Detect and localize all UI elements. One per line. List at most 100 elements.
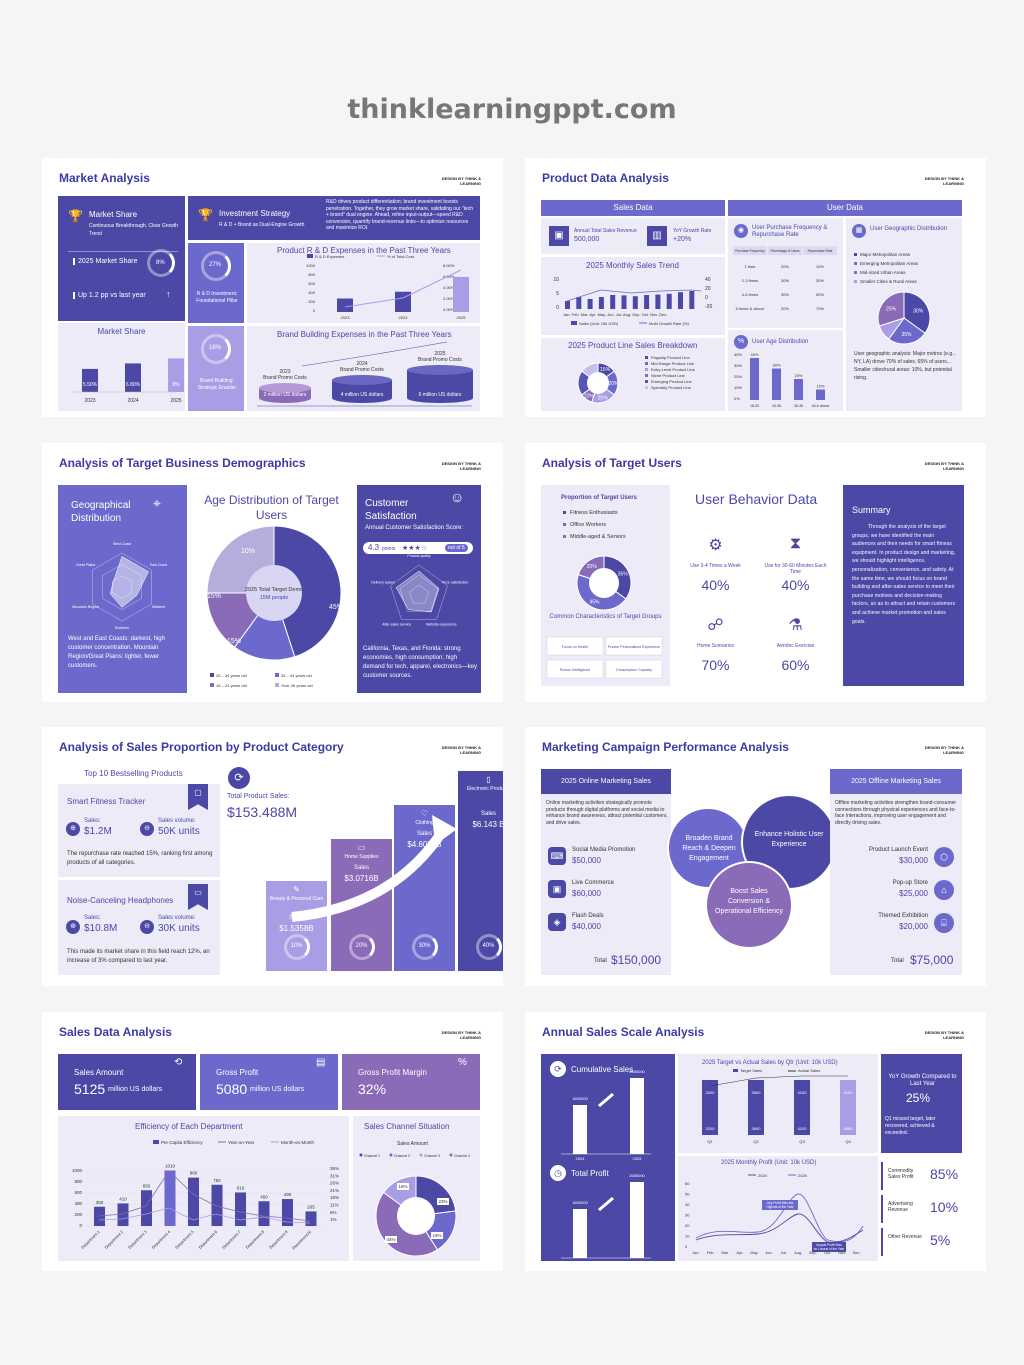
eff-cat: Department 2 <box>104 1229 125 1250</box>
wallet-icon: ▣ <box>549 226 569 246</box>
ms-ring <box>147 249 175 277</box>
rd-bar-chart: R & D Expenses % of Total Cost 1000 800 600 4… <box>306 254 469 320</box>
geo-slice <box>903 291 931 334</box>
y2-tick: -20 <box>705 304 712 310</box>
ms-year: 2023 <box>84 398 95 404</box>
y2-tick: 16% <box>330 1195 339 1200</box>
ms-bar-label: 5.50% <box>83 382 98 388</box>
line-title: 2025 Product Line Sales Breakdown <box>568 341 698 350</box>
online-item: ⌨ Social Media Promotion $50,000 <box>546 844 671 874</box>
age-val: 40% <box>750 352 758 357</box>
coin-icon: ⊖ <box>140 920 154 934</box>
legend-label: Channel 4 <box>454 1154 470 1158</box>
eff-cat: Department 8 <box>245 1229 266 1250</box>
eff-val: 450 <box>260 1194 268 1199</box>
legend-swatch <box>854 271 857 274</box>
design-by: DESIGN BY THINK & LEARNING <box>441 1030 481 1040</box>
slide-product-data[interactable]: Product Data Analysis DESIGN BY THINK & … <box>525 158 986 417</box>
legend-swatch <box>854 253 857 256</box>
eff-bar <box>282 1199 293 1226</box>
slide-sales-category[interactable]: Analysis of Sales Proportion by Product … <box>42 727 503 986</box>
radar-label: Mountain Region <box>72 605 99 609</box>
eff-bar <box>164 1170 176 1226</box>
td: 6 times & above <box>736 306 765 311</box>
age-donut: 45% 15% 15% 10% 2025 Total Target Demo 15M pe… <box>206 525 343 688</box>
ms-pct: 8% <box>156 260 165 266</box>
cum-year: 2024 <box>576 1156 586 1161</box>
behavior-icon: ☍ <box>707 617 724 634</box>
tab-user-data[interactable]: User Data <box>728 200 962 216</box>
behavior-value: 40% <box>701 577 730 593</box>
y2-tick: 20 <box>705 286 711 292</box>
month-bar <box>632 296 638 309</box>
monitor-icon: ▭ <box>188 884 208 910</box>
age-title: User Age Distribution <box>752 339 809 345</box>
p1-name: Smart Fitness Tracker <box>67 797 146 806</box>
bb-year: 2024 <box>356 361 367 367</box>
p1-sales: $1.2M <box>84 826 112 837</box>
y-tick: 5 <box>556 291 559 297</box>
cylinder-body <box>332 380 392 398</box>
geo-pie: Major Metropolitan Areas Emerging Metropo… <box>854 252 931 345</box>
slide-annual-sales[interactable]: Annual Sales Scale Analysis DESIGN BY TH… <box>525 1012 986 1271</box>
legend-swatch <box>854 280 857 283</box>
q-cat: Q3 <box>799 1139 805 1144</box>
legend-label: MoM Growth Rate (%) <box>649 321 689 326</box>
mom-line <box>566 289 702 302</box>
channel-icon: ⌂ <box>934 880 954 900</box>
cylinder-base <box>259 393 311 403</box>
category-sales: $1.5358B <box>279 924 314 933</box>
eff-val: 880 <box>190 1171 198 1176</box>
bb-value: 2 million US dollars <box>264 392 307 398</box>
slide-business-demographics[interactable]: Analysis of Target Business Demographics… <box>42 443 503 702</box>
slide-target-users[interactable]: Analysis of Target Users DESIGN BY THINK… <box>525 443 986 702</box>
y-tick: 30% <box>734 363 742 368</box>
cum-val: 2680000 <box>629 1069 645 1074</box>
behavior-label: Home Scenarios <box>697 643 734 649</box>
behavior-grid: ⚙ Use 3-4 Times a Week 40% ⧗ Use for 30-60 M… <box>677 525 837 686</box>
offline-panel: 2025 Offline Marketing Sales Offline mar… <box>830 769 962 975</box>
slide-title: Analysis of Target Business Demographics <box>59 456 306 470</box>
k3-val: 32% <box>358 1081 387 1097</box>
actual-line <box>709 1075 848 1087</box>
legend-label: Fitness Enthusiasts <box>570 510 618 516</box>
eff-val: 350 <box>96 1200 104 1205</box>
p1-vol: 50K units <box>158 826 200 837</box>
legend-label: % of Total Cost <box>387 254 415 259</box>
p2-sales: $10.8M <box>84 923 118 934</box>
slide-sales-data[interactable]: Sales Data Analysis DESIGN BY THINK & LE… <box>42 1012 503 1271</box>
line-label: 15% <box>600 367 611 373</box>
tag-box <box>546 636 604 656</box>
q-val: 3600 <box>752 1126 762 1131</box>
radar-label: Website experience <box>426 623 457 627</box>
line-label: 10% <box>584 394 595 400</box>
trophy-icon: 🏆 <box>68 209 83 223</box>
ms-bar <box>82 368 98 392</box>
y2-tick: 6% <box>330 1210 337 1215</box>
inv-sub: R & D + Brand as Dual-Engine Growth <box>219 222 305 228</box>
offline-text: Offline marketing activities strengthen … <box>835 800 957 826</box>
prop-label: 20% <box>587 564 598 570</box>
annual-label: Annual Total Sales Revenue <box>574 228 637 234</box>
yoy-panel: YoY Growth Compared to Last Year 25% Q1 … <box>881 1054 962 1153</box>
cs-panel: Customer Satisfaction ☺ Annual Customer … <box>357 485 481 693</box>
item-value: $60,000 <box>572 889 601 898</box>
offline-item: ⌂ Pop-up Store $25,000 <box>830 877 960 907</box>
behavior-card: ⚙ Use 3-4 Times a Week 40% <box>677 525 754 602</box>
legend-swatch <box>210 673 214 677</box>
pct-bg <box>397 1183 409 1190</box>
geo-text: User geographic analysis: Major metros (… <box>854 351 955 381</box>
prop-title: Proportion of Target Users <box>561 495 637 501</box>
prop-label: 45% <box>589 600 600 606</box>
offline-total: $75,000 <box>910 953 954 967</box>
mom-line <box>98 1207 311 1224</box>
q-bar <box>840 1080 856 1135</box>
x-tick: Jul. <box>781 1251 787 1255</box>
line-hole <box>587 372 609 394</box>
circle-conversion: Boost Sales Conversion & Operational Eff… <box>705 861 793 949</box>
slide-marketing-campaign[interactable]: Marketing Campaign Performance Analysis … <box>525 727 986 986</box>
investment-panel: 🏆 Investment Strategy R & D + Brand as D… <box>188 196 480 240</box>
slide-market-analysis[interactable]: Market Analysis DESIGN BY THINK & LEARNI… <box>42 158 503 417</box>
tab-sales-data[interactable]: Sales Data <box>541 200 725 216</box>
